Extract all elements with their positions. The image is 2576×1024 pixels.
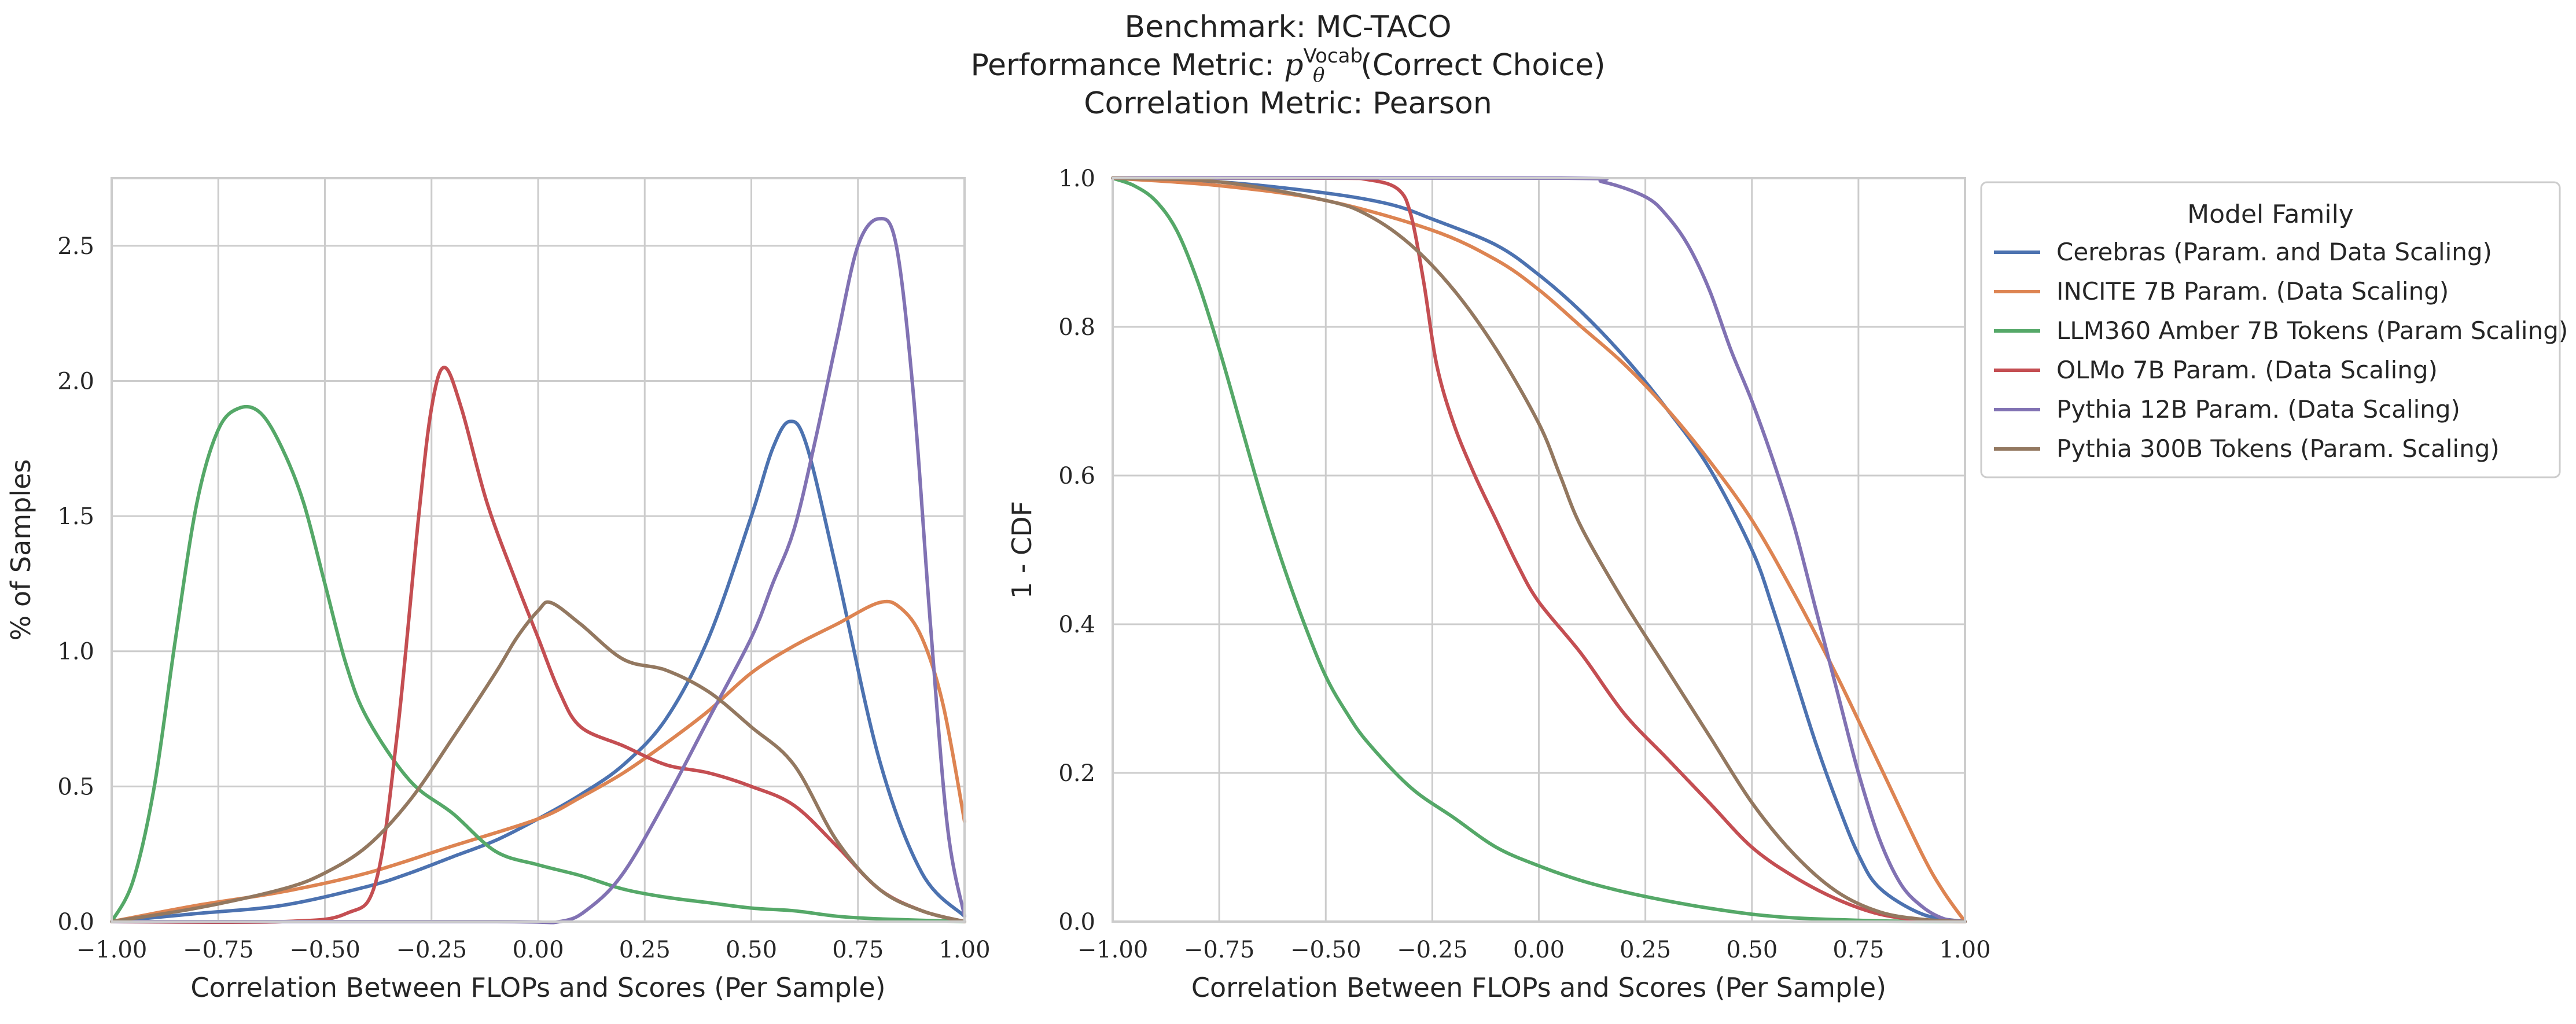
title-metric-suffix: (Correct Choice)	[1360, 48, 1606, 83]
y-axis-label: % of Samples	[5, 459, 36, 641]
legend: Model Family Cerebras (Param. and Data Sc…	[1980, 181, 2568, 478]
title-metric-symbol: p	[1284, 48, 1304, 83]
legend-entry: INCITE 7B Param. (Data Scaling)	[2056, 277, 2449, 305]
series-line-olmo	[110, 366, 966, 924]
legend-entry: Pythia 12B Param. (Data Scaling)	[2056, 395, 2460, 423]
title-metric-sub: θ	[1313, 64, 1325, 87]
x-axis-label: Correlation Between FLOPs and Scores (Pe…	[1191, 972, 1886, 1003]
y-axis-label: 1 - CDF	[1006, 501, 1037, 599]
y-tick-label: 1.0	[1058, 165, 1095, 192]
x-tick-label: 0.75	[1832, 937, 1884, 963]
x-tick-label: 1.00	[939, 937, 990, 963]
y-tick-label: 0.8	[1058, 314, 1095, 341]
series-line-olmo	[1111, 176, 1967, 923]
x-tick-label: −1.00	[1077, 937, 1149, 963]
legend-entry: Cerebras (Param. and Data Scaling)	[2056, 238, 2492, 266]
x-tick-label: 0.00	[1513, 937, 1565, 963]
legend-entry: LLM360 Amber 7B Tokens (Param Scaling)	[2056, 316, 2568, 345]
title-performance-metric: Performance Metric: pVocabθ (Correct Choi…	[0, 45, 2576, 87]
x-tick-label: −1.00	[76, 937, 148, 963]
x-tick-label: −0.25	[396, 937, 467, 963]
x-tick-label: 0.25	[1620, 937, 1671, 963]
x-tick-label: −0.25	[1397, 937, 1468, 963]
x-tick-label: 0.00	[512, 937, 564, 963]
cdf-chart: −1.00 −0.75 −0.50 −0.25 0.00 0.25 0.50 0.75 1.00…	[1006, 165, 1991, 1003]
title-benchmark: Benchmark: MC-TACO	[1124, 10, 1452, 45]
y-tick-label: 1.0	[57, 639, 94, 665]
series-line-pythia300b	[1111, 176, 1967, 923]
y-tick-label: 1.5	[57, 503, 94, 530]
series-line-amber	[110, 404, 966, 923]
y-tick-label: 0.6	[1058, 463, 1095, 489]
series-line-incite	[110, 599, 966, 923]
x-axis-label: Correlation Between FLOPs and Scores (Pe…	[190, 972, 885, 1003]
series-line-pythia300b	[110, 600, 966, 923]
x-tick-label: −0.75	[183, 937, 254, 963]
figure-title: Benchmark: MC-TACO Performance Metric: p…	[0, 8, 2576, 123]
y-tick-label: 0.2	[1058, 760, 1095, 787]
x-tick-label: 1.00	[1939, 937, 1990, 963]
series-line-amber	[1111, 176, 1967, 923]
title-metric-prefix: Performance Metric:	[970, 48, 1285, 83]
series-line-pythia12b	[1111, 176, 1967, 923]
series-line-cerebras	[110, 419, 966, 923]
y-tick-label: 2.5	[57, 233, 94, 260]
legend-title: Model Family	[2187, 200, 2354, 229]
x-tick-label: −0.50	[1290, 937, 1361, 963]
plot-frame	[111, 177, 966, 923]
y-tick-label: 0.5	[57, 773, 94, 800]
x-tick-label: 0.75	[832, 937, 884, 963]
x-tick-label: 0.25	[619, 937, 671, 963]
x-tick-label: −0.50	[289, 937, 360, 963]
title-metric-sup: Vocab	[1303, 45, 1363, 68]
y-tick-label: 0.4	[1058, 612, 1095, 638]
title-correlation-metric: Correlation Metric: Pearson	[1084, 86, 1492, 121]
legend-entry: OLMo 7B Param. (Data Scaling)	[2056, 356, 2438, 384]
density-chart: −1.00 −0.75 −0.50 −0.25 0.00 0.25 0.50 0.75 1.00…	[5, 177, 991, 1003]
legend-entry: Pythia 300B Tokens (Param. Scaling)	[2056, 434, 2500, 463]
y-tick-label: 0.0	[57, 909, 94, 935]
legend-box	[1980, 181, 2561, 478]
x-tick-label: −0.75	[1184, 937, 1255, 963]
y-tick-label: 2.0	[57, 368, 94, 395]
x-tick-label: 0.50	[726, 937, 777, 963]
plot-frame	[1112, 177, 1966, 923]
y-tick-label: 0.0	[1058, 909, 1095, 935]
x-tick-label: 0.50	[1726, 937, 1778, 963]
